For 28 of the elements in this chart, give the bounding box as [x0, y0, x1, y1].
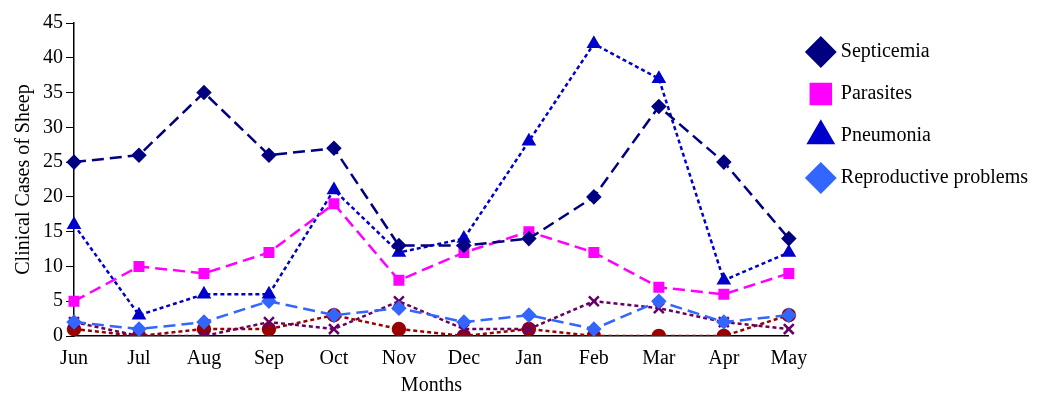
y-tick-label: 30	[43, 114, 63, 137]
x-tick-label: Oct	[319, 346, 349, 369]
x-tick-label: Sep	[253, 346, 284, 370]
legend-label: Parasites	[840, 81, 913, 104]
x-axis-title: Months	[400, 373, 463, 396]
x-tick-label: Jun	[60, 346, 88, 369]
y-tick-label: 40	[43, 45, 63, 68]
y-tick-label: 25	[43, 149, 63, 172]
legend-label: Pneumonia	[840, 123, 931, 146]
y-axis-title: Clinical Cases of Sheep	[11, 84, 35, 275]
x-tick-label: Aug	[186, 346, 222, 370]
x-tick-label: Mar	[642, 346, 676, 369]
y-tick-label: 5	[53, 288, 63, 311]
y-tick-label: 0	[53, 323, 63, 346]
y-tick-label: 10	[43, 253, 63, 276]
legend-label: Reproductive problems	[840, 165, 1029, 189]
x-tick-label: Jan	[515, 346, 543, 369]
x-tick-label: Nov	[381, 346, 417, 369]
x-tick-label: Feb	[578, 346, 609, 369]
x-tick-label: Apr	[708, 346, 740, 370]
y-tick-label: 15	[43, 218, 63, 241]
x-tick-label: Jul	[127, 346, 152, 369]
y-tick-label: 35	[43, 79, 63, 102]
x-tick-label: Dec	[447, 346, 481, 369]
legend-label: Septicemia	[840, 39, 930, 63]
x-tick-label: May	[770, 346, 808, 370]
y-tick-label: 45	[43, 10, 63, 33]
y-tick-label: 20	[43, 184, 63, 207]
